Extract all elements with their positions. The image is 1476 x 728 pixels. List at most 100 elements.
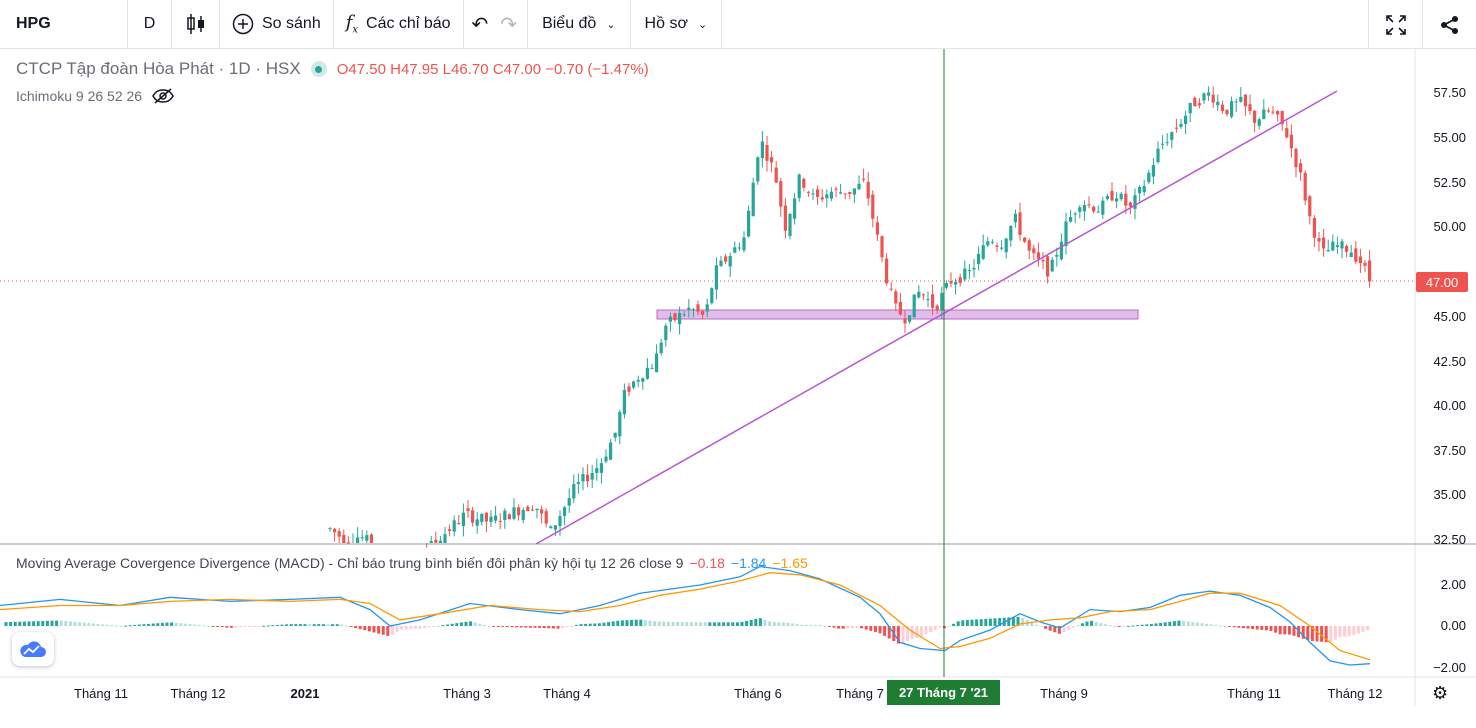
macd-histogram-bar [1347,626,1351,637]
macd-histogram-bar [252,626,256,627]
symbol-label: HPG [16,15,51,32]
macd-histogram-bar [1062,626,1066,633]
candle-body [1188,103,1192,114]
macd-histogram-bar [616,620,620,626]
candle-body [954,282,958,285]
candle-body [935,305,939,311]
macd-histogram-bar [588,623,592,626]
chart-type-dropdown[interactable]: Biểu đồ ⌄ [528,0,631,49]
macd-histogram-bar [1030,622,1034,626]
candle-body [1285,128,1289,138]
candle-body [1050,259,1054,272]
macd-histogram-bar [197,625,201,627]
indicators-label: Các chỉ báo [366,15,451,32]
symbol-search-button[interactable]: HPG [0,0,128,49]
macd-histogram-bar [657,621,661,626]
candle-body [986,241,990,246]
candle-body [793,198,797,219]
candle-body [949,281,953,284]
redo-button[interactable]: ↷ [496,0,529,49]
macd-histogram-bar [436,625,440,627]
macd-histogram-bar [731,622,735,626]
candle-body [572,483,576,499]
price-tick-label: 50.00 [1433,219,1466,234]
candle-body [1064,221,1068,247]
macd-histogram-bar [45,620,49,626]
macd-histogram-bar [984,618,988,626]
candle-body [1294,148,1298,168]
macd-legend[interactable]: Moving Average Covergence Divergence (MA… [16,555,808,571]
macd-histogram-bar [179,623,183,626]
time-tick-label: Tháng 9 [1040,686,1088,701]
support-zone[interactable] [656,309,1139,320]
candle-body [1161,143,1165,145]
macd-histogram-bar [786,622,790,626]
macd-histogram-bar [933,626,937,630]
candle-body [337,531,341,537]
macd-histogram-bar [988,618,992,626]
candle-body [466,508,470,511]
candle-body [333,528,337,533]
macd-hist-value: −0.18 [689,555,725,571]
macd-histogram-bar [363,626,367,631]
candle-body [1133,195,1137,209]
macd-histogram-bar [501,626,505,627]
interval-button[interactable]: D [128,0,172,49]
candle-body [921,294,925,296]
fx-icon: fx [345,12,359,36]
macd-histogram-bar [156,623,160,626]
macd-histogram-bar [41,620,45,626]
macd-histogram-bar [804,624,808,626]
macd-histogram-bar [487,626,491,627]
candle-body [1105,196,1109,199]
candle-body [889,288,893,290]
plus-circle-icon [232,13,254,35]
macd-histogram-bar [745,620,749,626]
trend-line[interactable] [535,90,1338,545]
macd-histogram-bar [202,625,206,627]
macd-signal-value: −1.65 [772,555,808,571]
macd-histogram-bar [869,626,873,631]
market-status-icon[interactable] [310,61,327,77]
macd-histogram-bar [280,624,284,626]
macd-histogram-bar [386,626,390,636]
profile-dropdown[interactable]: Hồ sơ ⌄ [631,0,723,49]
macd-histogram-bar [1053,626,1057,633]
compare-button[interactable]: So sánh [220,0,334,49]
candle-body [1174,127,1178,129]
macd-title: Moving Average Covergence Divergence (MA… [16,555,684,571]
candle-body [553,525,557,530]
indicators-button[interactable]: fx Các chỉ báo [334,0,464,49]
macd-histogram-bar [133,624,137,626]
macd-histogram-bar [717,622,721,626]
macd-histogram-bar [27,621,31,626]
macd-histogram-bar [1205,623,1209,626]
time-tick-label: Tháng 12 [1327,686,1383,701]
candle-body [788,214,792,236]
candle-body [995,245,999,247]
candle-body [1184,115,1188,125]
macd-histogram-bar [78,622,82,626]
candle-type-button[interactable] [172,0,220,49]
macd-histogram-bar [354,626,358,628]
gear-icon[interactable]: ⚙ [1432,683,1449,703]
candle-body [369,534,373,543]
eye-hidden-icon[interactable] [152,88,174,104]
macd-histogram-bar [864,626,868,630]
candle-body [1147,172,1151,183]
price-tick-label: 45.00 [1433,309,1466,324]
time-tick-label: Tháng 6 [734,686,782,701]
tradingview-logo-button[interactable] [12,632,54,666]
share-button[interactable] [1422,0,1476,49]
ichimoku-legend[interactable]: Ichimoku 9 26 52 26 [16,88,174,104]
macd-histogram-bar [510,626,514,628]
candle-body [1340,241,1344,249]
candle-body [609,442,613,460]
fullscreen-button[interactable] [1368,0,1422,49]
candle-body [1363,262,1367,266]
chevron-down-icon: ⌄ [697,18,708,31]
macd-histogram-bar [1090,620,1094,626]
undo-button[interactable]: ↶ [464,0,497,49]
candle-body [1013,213,1017,223]
